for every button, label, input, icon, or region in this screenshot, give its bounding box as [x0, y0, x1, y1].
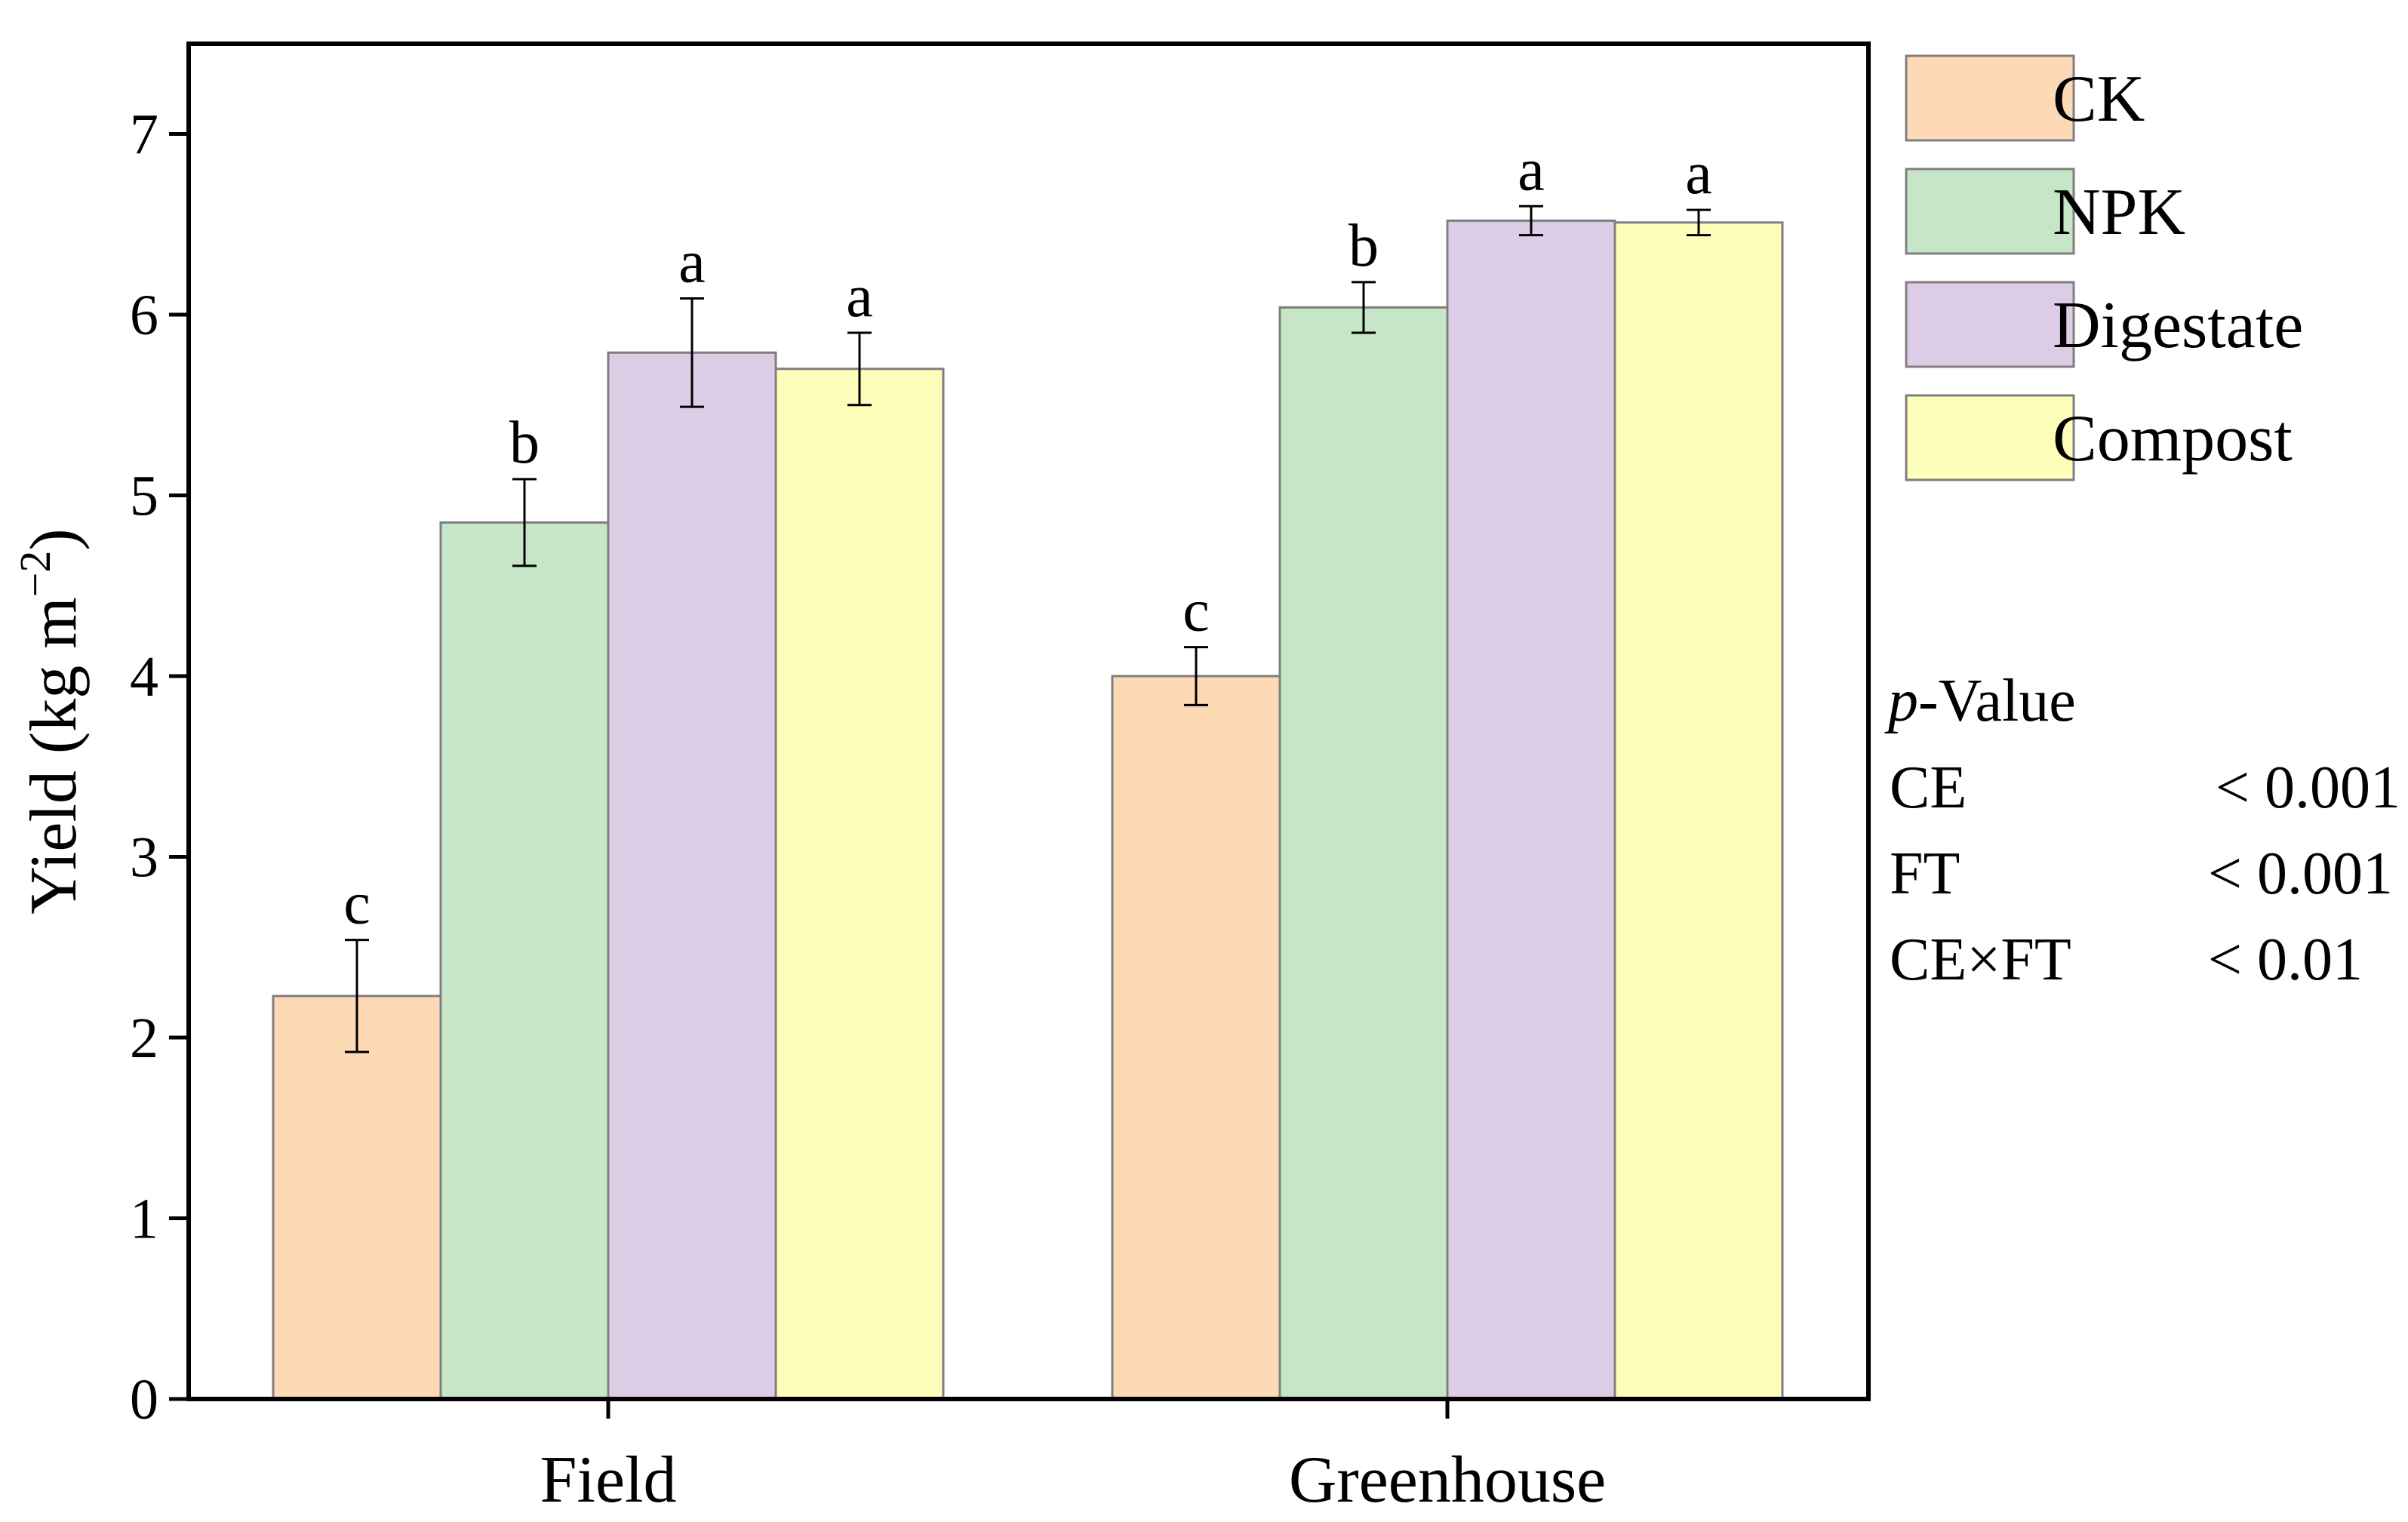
x-tick-label: Field: [540, 1444, 677, 1517]
bar-compost-field: [774, 367, 945, 1401]
p-value-title-italic: p: [1884, 668, 1918, 734]
bars-layer: [272, 219, 1784, 1401]
bar-npk-greenhouse: [1278, 306, 1449, 1401]
bar-ck-field: [272, 995, 442, 1401]
significance-letter: b: [1349, 213, 1379, 279]
y-tick-label: 1: [130, 1188, 158, 1251]
legend-swatch-digestate: [1905, 281, 2075, 368]
bar-digestate-field: [607, 351, 777, 1401]
p-value-term: CE×FT: [1890, 927, 2071, 993]
significance-letters-layer: c b a a c b a a: [343, 137, 1712, 936]
p-value-term: FT: [1890, 841, 1960, 907]
y-tick-label: 7: [130, 103, 158, 167]
p-value-table: p-Value CE < 0.001 FT < 0.001 CE×FT < 0.01: [1884, 668, 2400, 993]
significance-letter: a: [846, 263, 873, 330]
p-value-value: < 0.01: [2208, 927, 2363, 993]
y-tick-label: 5: [130, 465, 158, 528]
p-value-value: < 0.001: [2208, 841, 2393, 907]
p-value-term: CE: [1890, 755, 1967, 821]
y-axis: 0 1 2 3 4 5 6 7: [130, 103, 189, 1431]
bar-ck-greenhouse: [1111, 675, 1281, 1401]
plot-frame: [186, 42, 1871, 1401]
p-value-title-rest: -Value: [1918, 668, 2076, 734]
x-axis: Field Greenhouse: [540, 1399, 1606, 1517]
significance-letter: a: [1685, 140, 1712, 207]
y-tick-label: 6: [130, 284, 158, 347]
legend-label-compost: Compost: [2053, 402, 2293, 475]
legend-label-npk: NPK: [2053, 176, 2185, 249]
error-bars-layer: [345, 204, 1711, 1053]
bar-npk-field: [439, 521, 610, 1401]
significance-letter: c: [343, 871, 371, 937]
x-tick-label: Greenhouse: [1289, 1444, 1606, 1517]
y-axis-title-close: ): [17, 528, 91, 550]
legend-label-digestate: Digestate: [2053, 289, 2303, 362]
legend-label-ck: CK: [2053, 63, 2145, 136]
p-value-value: < 0.001: [2216, 755, 2400, 821]
significance-letter: b: [509, 410, 540, 476]
significance-letter: a: [1518, 137, 1545, 203]
bar-compost-greenhouse: [1613, 221, 1784, 1401]
y-axis-title-superscript: −2: [11, 551, 60, 598]
y-axis-title: Yield (kg m−2): [11, 528, 91, 914]
y-tick-label: 0: [130, 1368, 158, 1431]
y-tick-label: 4: [130, 645, 158, 709]
significance-letter: a: [678, 229, 706, 295]
y-axis-title-main: Yield (kg m: [17, 597, 91, 914]
y-tick-label: 3: [130, 826, 158, 890]
legend: CK NPK Digestate Compost: [1905, 54, 2303, 481]
bar-digestate-greenhouse: [1446, 219, 1616, 1401]
legend-swatch-ck: [1905, 54, 2075, 142]
y-tick-label: 2: [130, 1007, 158, 1070]
legend-swatch-compost: [1905, 394, 2075, 481]
legend-swatch-npk: [1905, 168, 2075, 255]
p-value-title: p-Value: [1884, 668, 2076, 734]
significance-letter: c: [1182, 578, 1210, 644]
